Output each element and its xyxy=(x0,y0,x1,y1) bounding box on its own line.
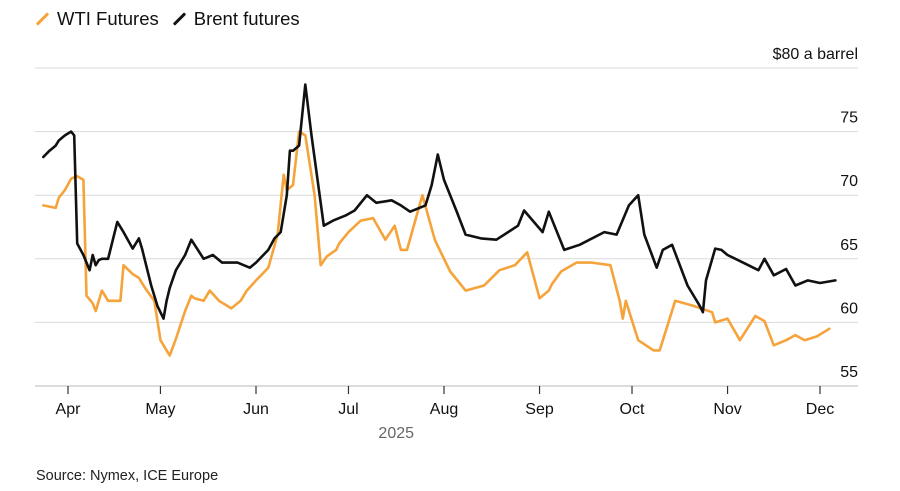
legend-label-wti: WTI Futures xyxy=(57,8,159,29)
legend-item-brent: Brent futures xyxy=(173,8,300,30)
series-lines xyxy=(41,83,837,357)
source-note: Source: Nymex, ICE Europe xyxy=(36,468,219,484)
x-tick-label-oct: Oct xyxy=(620,401,645,418)
y-tick-label-80: $80 a barrel xyxy=(773,46,858,63)
y-tick-label-65: 65 xyxy=(840,237,858,254)
gridlines xyxy=(35,67,858,323)
x-tick-label-may: May xyxy=(145,401,175,418)
y-axis-labels: $80 a barrel 75 70 65 60 55 xyxy=(773,46,858,381)
x-axis: Apr May Jun Jul Aug Sep Oct Nov Dec xyxy=(35,385,858,418)
y-tick-label-70: 70 xyxy=(840,173,858,190)
legend-label-brent: Brent futures xyxy=(193,8,300,29)
y-tick-label-55: 55 xyxy=(840,364,858,381)
legend-item-wti: WTI Futures xyxy=(36,8,159,30)
chart-legend: WTI Futures Brent futures xyxy=(36,6,314,32)
y-tick-label-60: 60 xyxy=(840,300,858,317)
x-tick-label-nov: Nov xyxy=(713,401,741,418)
x-axis-year-label: 2025 xyxy=(378,425,414,442)
x-tick-label-jun: Jun xyxy=(243,401,269,418)
series-line-brent xyxy=(41,83,837,320)
x-tick-label-sep: Sep xyxy=(525,401,554,418)
y-tick-label-75: 75 xyxy=(840,110,858,127)
x-tick-label-apr: Apr xyxy=(56,401,82,418)
x-tick-label-aug: Aug xyxy=(430,401,458,418)
series-line-wti xyxy=(41,130,831,357)
x-tick-label-jul: Jul xyxy=(338,401,358,418)
x-tick-label-dec: Dec xyxy=(806,401,834,418)
